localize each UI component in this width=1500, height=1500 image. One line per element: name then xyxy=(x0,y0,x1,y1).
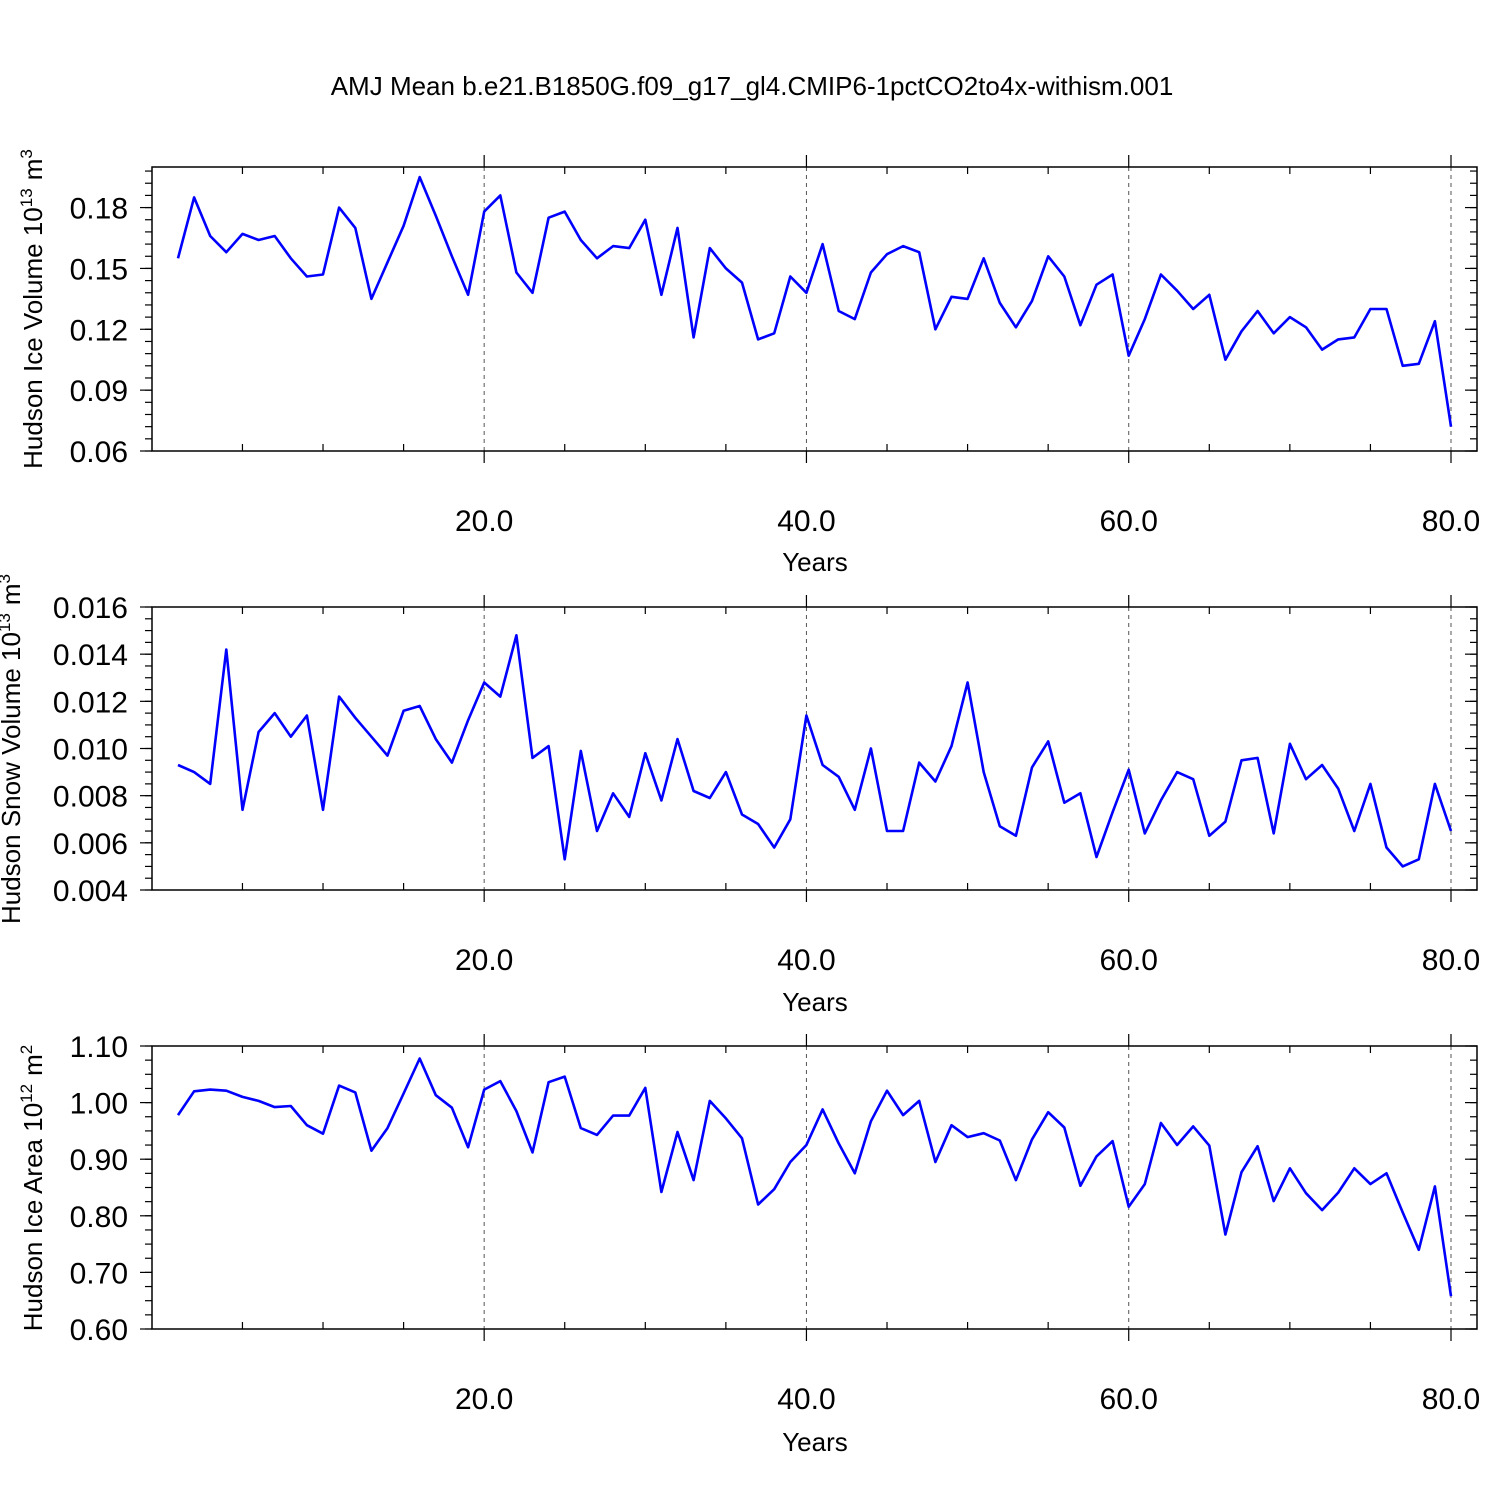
x-tick-label: 20.0 xyxy=(455,1383,513,1416)
plot-frame xyxy=(151,166,1478,452)
ice-volume-panel: Hudson Ice Volume 1013m3 Years 20.0 40.0 6… xyxy=(17,149,1480,577)
series-line xyxy=(176,175,1453,427)
plot-frame xyxy=(151,1045,1478,1330)
y-axis-label: Hudson Snow Volume 1013m3 xyxy=(0,574,26,924)
y-tick-label: 0.18 xyxy=(70,193,128,226)
x-tick-label: 20.0 xyxy=(455,505,513,538)
y-tick-label: 0.014 xyxy=(53,639,128,672)
y-tick-label: 0.006 xyxy=(53,828,128,861)
y-tick-label: 0.016 xyxy=(53,592,128,625)
x-tick-label: 40.0 xyxy=(777,1383,835,1416)
x-tick-label: 20.0 xyxy=(455,944,513,977)
y-tick-label: 0.010 xyxy=(53,734,128,767)
x-tick-label: 80.0 xyxy=(1422,944,1480,977)
x-tick-label: 60.0 xyxy=(1100,944,1158,977)
y-tick-label: 0.60 xyxy=(70,1314,128,1347)
y-tick-label: 0.80 xyxy=(70,1201,128,1234)
x-tick-label: 40.0 xyxy=(777,944,835,977)
x-axis-label: Years xyxy=(782,987,848,1017)
y-tick-label: 0.15 xyxy=(70,253,128,286)
y-tick-label: 0.004 xyxy=(53,875,128,908)
series-line xyxy=(176,1057,1453,1297)
y-tick-label: 1.00 xyxy=(70,1088,128,1121)
y-tick-label: 1.10 xyxy=(70,1031,128,1064)
y-tick-label: 0.06 xyxy=(70,436,128,469)
y-axis-label: Hudson Ice Volume 1013m3 xyxy=(17,149,48,469)
x-tick-label: 80.0 xyxy=(1422,1383,1480,1416)
x-axis-label: Years xyxy=(782,1427,848,1457)
x-tick-label: 60.0 xyxy=(1100,1383,1158,1416)
y-axis-label: Hudson Ice Area 1012m2 xyxy=(17,1045,48,1331)
x-tick-label: 60.0 xyxy=(1100,505,1158,538)
y-tick-label: 0.008 xyxy=(53,781,128,814)
y-tick-label: 0.90 xyxy=(70,1144,128,1177)
chart-title: AMJ Mean b.e21.B1850G.f09_g17_gl4.CMIP6-… xyxy=(331,71,1174,101)
ice-area-panel: Hudson Ice Area 1012m2 Years 20.0 40.0 60.… xyxy=(17,1031,1480,1457)
plot-frame xyxy=(151,606,1478,891)
series-line xyxy=(177,633,1453,868)
y-tick-label: 0.012 xyxy=(53,686,128,719)
x-tick-label: 80.0 xyxy=(1422,505,1480,538)
x-tick-label: 40.0 xyxy=(777,505,835,538)
y-tick-label: 0.12 xyxy=(70,314,128,347)
y-tick-label: 0.09 xyxy=(70,375,128,408)
snow-volume-panel: Hudson Snow Volume 1013m3 Years 20.0 40.0… xyxy=(0,574,1480,1017)
x-axis-label: Years xyxy=(782,547,848,577)
y-tick-label: 0.70 xyxy=(70,1257,128,1290)
